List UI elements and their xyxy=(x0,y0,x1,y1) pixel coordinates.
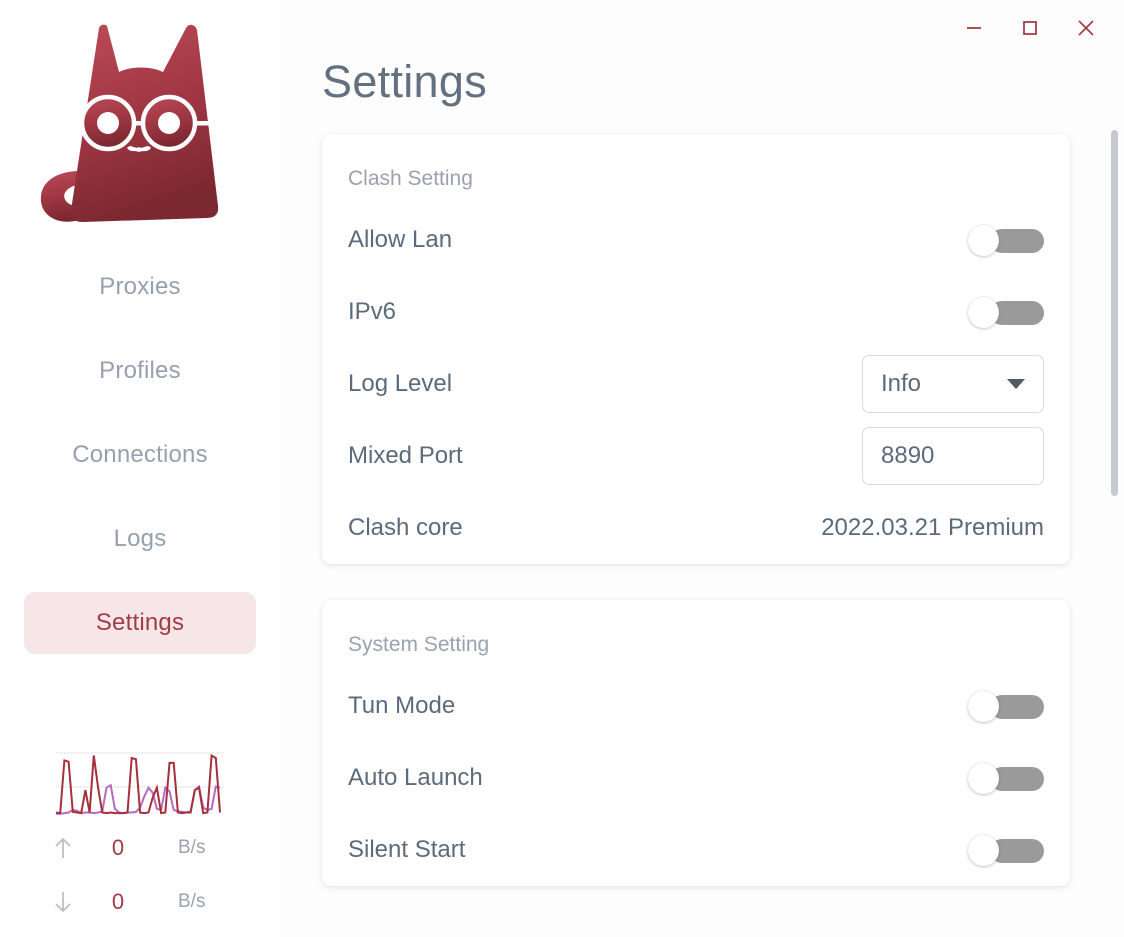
clash-core-version: 2022.03.21 Premium xyxy=(821,514,1044,541)
sidebar-nav: Proxies Profiles Connections Logs Settin… xyxy=(0,256,280,654)
minimize-icon xyxy=(967,27,981,29)
sidebar-item-label: Profiles xyxy=(99,357,181,384)
row-mixed-port: Mixed Port 8890 xyxy=(346,420,1046,492)
ipv6-toggle[interactable] xyxy=(968,297,1044,328)
chart-series-upload xyxy=(56,753,221,815)
cat-eye-right xyxy=(158,111,180,134)
toggle-knob xyxy=(968,691,999,722)
mixed-port-value: 8890 xyxy=(881,442,935,469)
page-title: Settings xyxy=(322,56,487,107)
sidebar-item-label: Logs xyxy=(113,525,167,552)
row-silent-start: Silent Start xyxy=(346,814,1046,886)
sidebar-item-connections[interactable]: Connections xyxy=(24,424,256,486)
traffic-widget: 0 B/s 0 B/s xyxy=(0,743,280,929)
download-speed-unit: B/s xyxy=(178,891,206,912)
tun-mode-toggle[interactable] xyxy=(968,691,1044,722)
toggle-knob xyxy=(968,763,999,794)
arrow-up-icon xyxy=(50,836,76,860)
sidebar-item-proxies[interactable]: Proxies xyxy=(24,256,256,318)
traffic-download-stat: 0 B/s xyxy=(50,875,230,929)
row-label: Silent Start xyxy=(348,836,466,863)
row-label: Mixed Port xyxy=(348,442,463,469)
download-speed-value: 0 xyxy=(111,889,125,914)
main-content: Settings Clash Setting Allow Lan IPv6 Lo… xyxy=(280,0,1124,937)
sidebar-item-logs[interactable]: Logs xyxy=(24,508,256,570)
maximize-button[interactable] xyxy=(1014,12,1046,44)
silent-start-toggle[interactable] xyxy=(968,835,1044,866)
row-label: Tun Mode xyxy=(348,692,456,719)
minimize-button[interactable] xyxy=(958,12,990,44)
sidebar-item-settings[interactable]: Settings xyxy=(24,592,256,654)
toggle-track xyxy=(990,695,1044,719)
clash-setting-card: Clash Setting Allow Lan IPv6 Log Level xyxy=(322,134,1070,564)
sidebar-item-label: Connections xyxy=(72,441,208,468)
app-logo xyxy=(30,14,250,230)
toggle-knob xyxy=(968,225,999,256)
row-label: Clash core xyxy=(348,514,463,541)
window-titlebar xyxy=(904,0,1124,56)
row-ipv6: IPv6 xyxy=(346,276,1046,348)
traffic-chart xyxy=(56,743,224,821)
clash-cat-logo-icon xyxy=(40,24,219,222)
system-setting-card: System Setting Tun Mode Auto Launch Sile… xyxy=(322,600,1070,886)
sidebar-item-profiles[interactable]: Profiles xyxy=(24,340,256,402)
row-tun-mode: Tun Mode xyxy=(346,670,1046,742)
mixed-port-input[interactable]: 8890 xyxy=(862,427,1044,485)
toggle-track xyxy=(990,767,1044,791)
traffic-chart-svg xyxy=(56,752,224,815)
row-label: Auto Launch xyxy=(348,764,483,791)
upload-speed-unit: B/s xyxy=(178,837,206,858)
toggle-track xyxy=(990,839,1044,863)
vertical-scrollbar[interactable] xyxy=(1111,130,1118,496)
sidebar-item-label: Settings xyxy=(95,609,185,636)
close-button[interactable] xyxy=(1070,12,1102,44)
card-title: Clash Setting xyxy=(348,167,473,190)
maximize-icon xyxy=(1023,21,1037,35)
row-label: Allow Lan xyxy=(348,226,453,253)
traffic-upload-stat: 0 B/s xyxy=(50,821,230,875)
allow-lan-toggle[interactable] xyxy=(968,225,1044,256)
auto-launch-toggle[interactable] xyxy=(968,763,1044,794)
toggle-knob xyxy=(968,297,999,328)
cat-mouth xyxy=(127,145,151,152)
toggle-track xyxy=(990,301,1044,325)
card-title: System Setting xyxy=(348,633,490,656)
arrow-down-icon xyxy=(50,890,76,914)
row-label: Log Level xyxy=(348,370,453,397)
row-log-level: Log Level Info xyxy=(346,348,1046,420)
row-allow-lan: Allow Lan xyxy=(346,204,1046,276)
row-auto-launch: Auto Launch xyxy=(346,742,1046,814)
log-level-value: Info xyxy=(881,370,922,397)
close-icon xyxy=(1078,20,1094,36)
row-clash-core: Clash core 2022.03.21 Premium xyxy=(346,492,1046,564)
upload-speed-value: 0 xyxy=(111,835,125,860)
row-label: IPv6 xyxy=(348,298,397,325)
chevron-down-icon xyxy=(1007,379,1025,389)
sidebar: Proxies Profiles Connections Logs Settin… xyxy=(0,0,280,937)
cat-eye-left xyxy=(97,111,119,134)
toggle-knob xyxy=(968,835,999,866)
log-level-select[interactable]: Info xyxy=(862,355,1044,413)
sidebar-item-label: Proxies xyxy=(99,273,181,300)
toggle-track xyxy=(990,229,1044,253)
